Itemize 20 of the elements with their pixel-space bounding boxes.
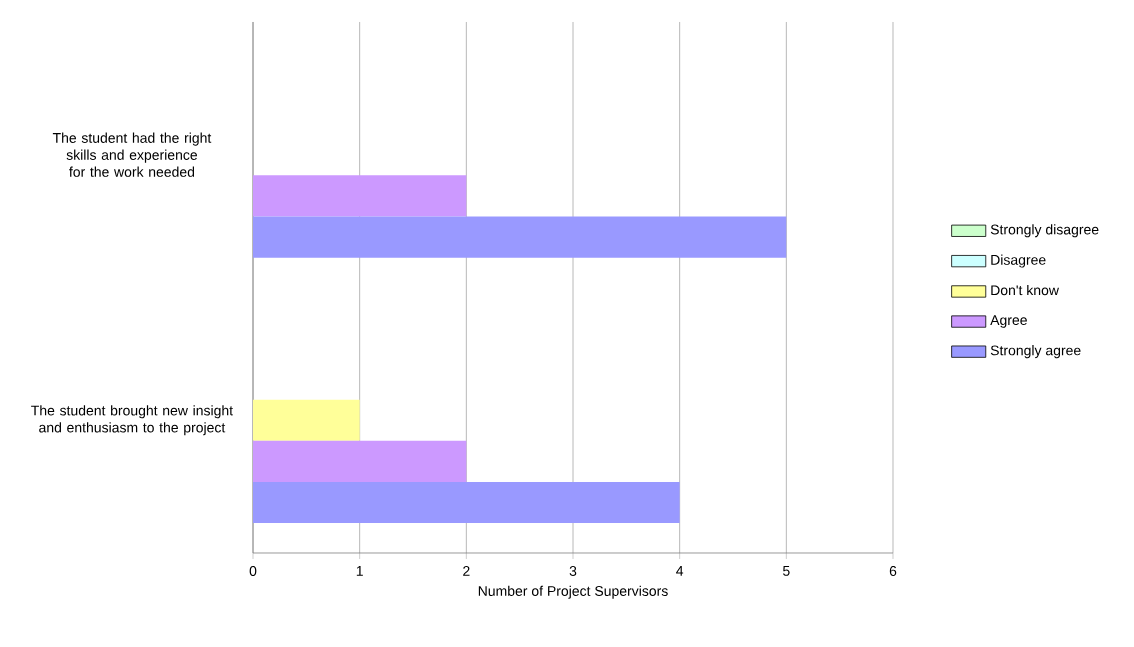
bar: [253, 481, 680, 524]
y-tick-label: The student had the right skills and experience for the work needed: [52, 132, 212, 177]
legend-label: Agree: [990, 315, 1027, 328]
legend-label: Strongly agree: [990, 345, 1081, 359]
bar: [253, 440, 467, 482]
x-tick-label: 6: [889, 566, 897, 576]
x-tick-label: 3: [569, 566, 577, 576]
legend-label: Don't know: [991, 284, 1059, 296]
legend-label: Strongly disagree: [990, 224, 1099, 238]
x-tick-label: 1: [356, 566, 363, 576]
bar: [253, 399, 360, 441]
x-tick-label: 5: [783, 566, 790, 576]
x-axis-title: Number of Project Supervisors: [478, 585, 668, 599]
y-tick-label: The student brought new insight and enthusiasm to the project: [31, 405, 233, 436]
x-tick-label: 2: [463, 566, 470, 576]
legend-label: Disagree: [991, 254, 1046, 268]
bar: [253, 175, 467, 217]
x-tick-label: 0: [249, 566, 257, 576]
x-tick-label: 4: [676, 566, 684, 576]
bar: [253, 216, 787, 258]
